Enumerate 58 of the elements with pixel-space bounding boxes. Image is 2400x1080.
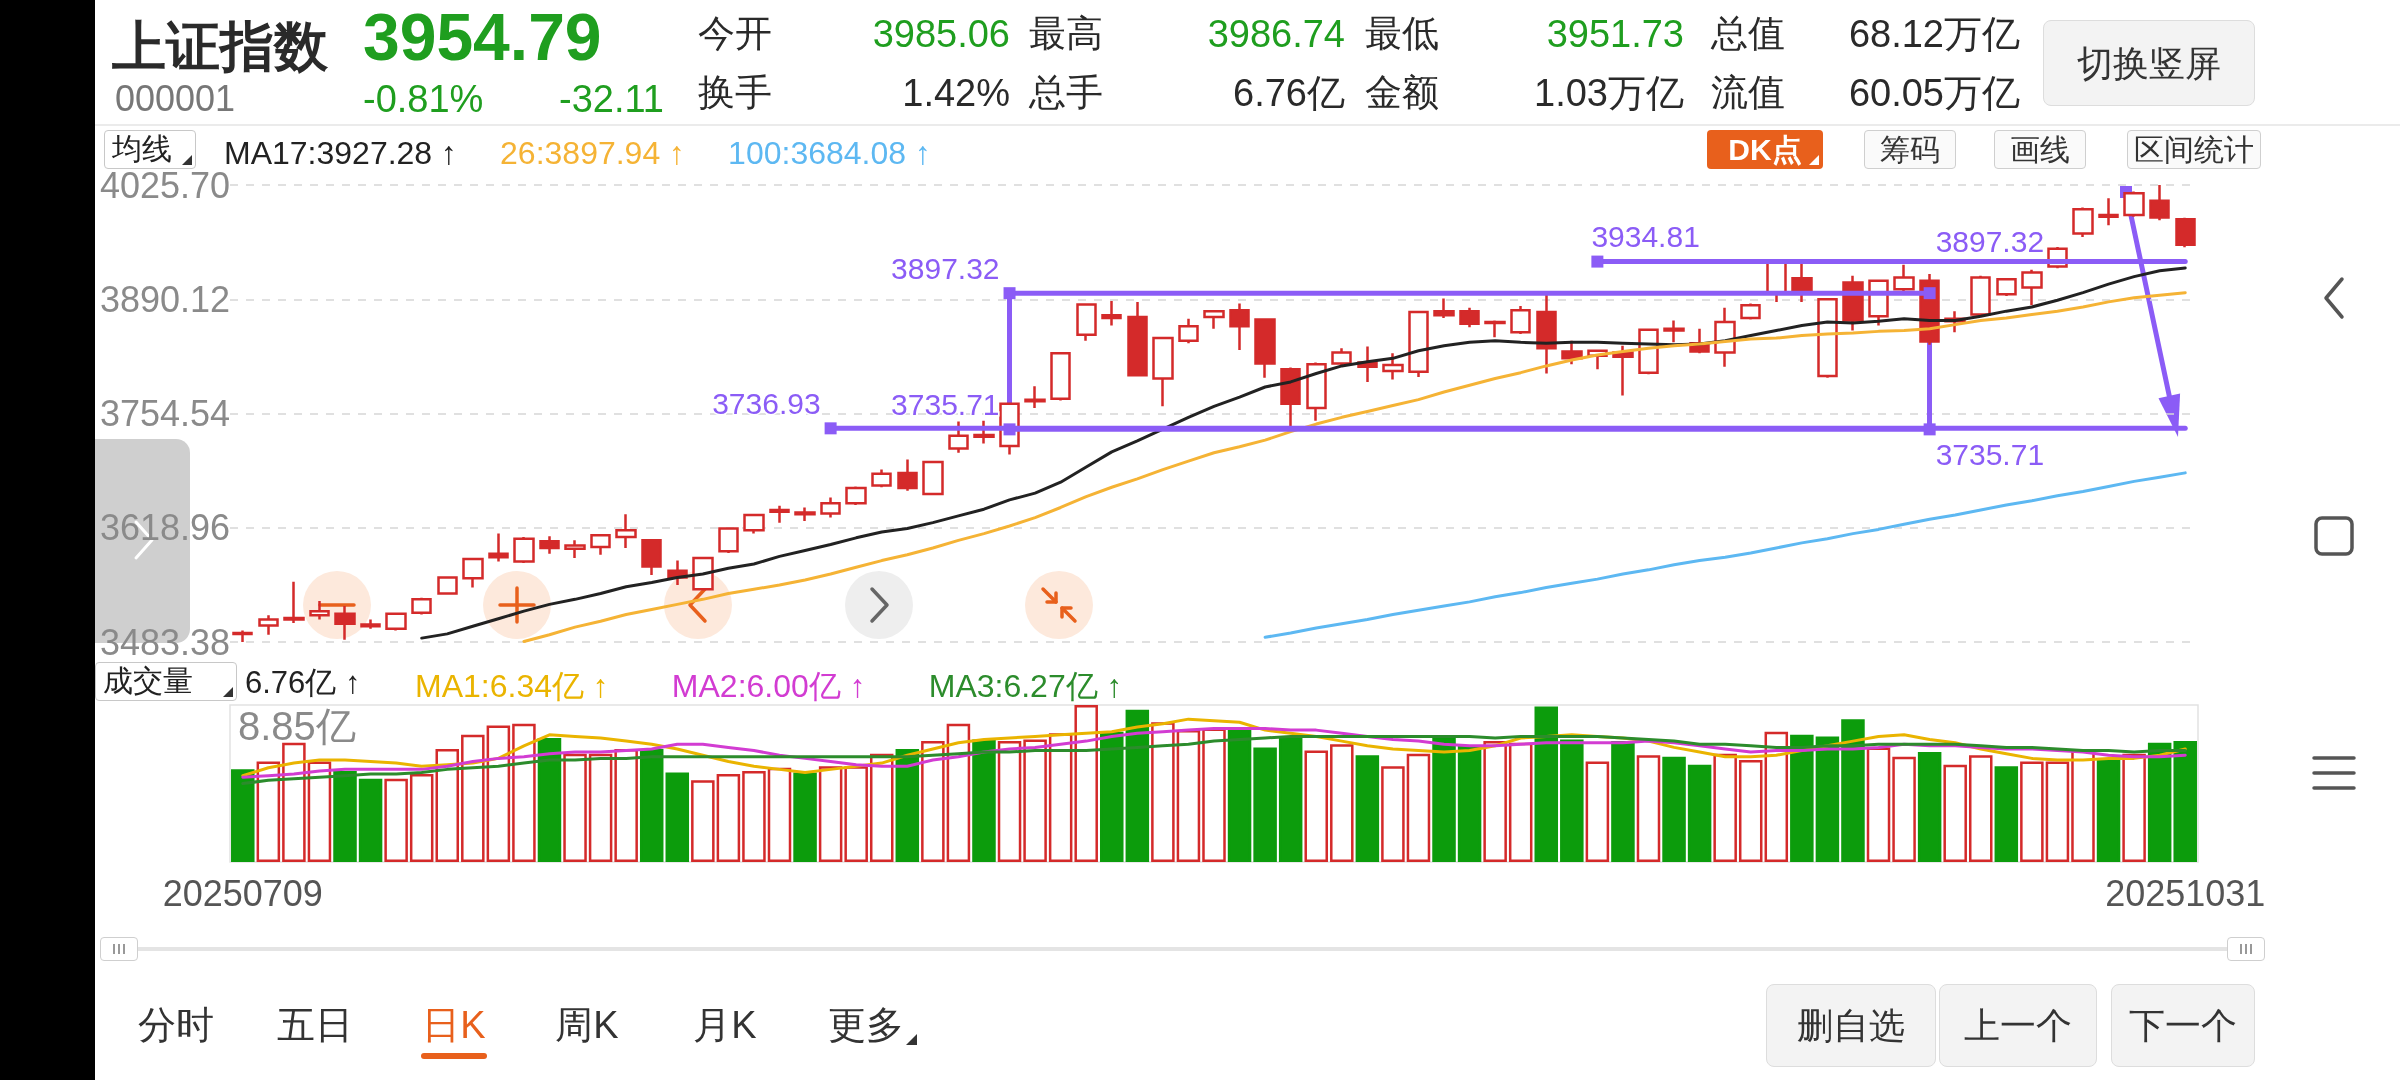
text: 6.76亿 ↑: [245, 664, 361, 700]
text: 分时: [138, 1003, 214, 1049]
text: 100:3684.08 ↑: [728, 135, 931, 171]
text: 000001: [115, 77, 236, 121]
text: 3985.06: [872, 12, 1010, 58]
text: 上证指数: [112, 14, 328, 78]
text: 60.05万亿: [1848, 71, 2020, 117]
text: 1.03万亿: [1534, 71, 1684, 117]
text: 3951.73: [1546, 12, 1684, 58]
data-label: 3934.81: [1591, 220, 1700, 254]
dropdown: 均线: [104, 130, 196, 169]
text: 更多: [828, 1003, 904, 1049]
text: 五日: [277, 1003, 353, 1049]
text: -0.81%: [363, 77, 484, 123]
x-tick-label: 20250709: [162, 872, 323, 914]
y-tick-label: 3754.54: [100, 393, 231, 434]
text: 26:3897.94 ↑: [500, 135, 686, 171]
text: 6.76亿: [1233, 71, 1345, 117]
text: 68.12万亿: [1848, 12, 2020, 58]
dropdown: 成交量: [95, 662, 237, 701]
y-tick-label: 3890.12: [100, 278, 231, 320]
data-label: 3897.32: [1935, 224, 2045, 258]
button: 上一个: [1939, 984, 2097, 1067]
button: 下一个: [2111, 984, 2255, 1067]
button: 筹码: [1864, 130, 1956, 169]
x-tick-label: 20251031: [2105, 872, 2266, 914]
button: 切换竖屏: [2043, 20, 2255, 106]
series-label: MA2:6.00亿 ↑: [671, 668, 866, 704]
text: 日K: [422, 1003, 486, 1049]
text: 周K: [555, 1003, 619, 1049]
button: DK点: [1707, 130, 1823, 169]
button: 区间统计: [2127, 130, 2261, 169]
text: 今开: [698, 11, 772, 56]
data-label: 3897.32: [891, 251, 1000, 285]
text: 月K: [693, 1003, 757, 1049]
button: 画线: [1994, 130, 2086, 169]
text: 总手: [1029, 70, 1103, 115]
annotation: 8.85亿: [238, 704, 356, 748]
data-label: 3736.93: [712, 386, 821, 420]
text: 最高: [1029, 11, 1103, 56]
text: 金额: [1365, 70, 1439, 115]
y-tick-label: 3618.96: [100, 507, 231, 549]
y-tick-label: 3483.38: [100, 621, 231, 663]
text: 3986.74: [1207, 12, 1345, 58]
data-label: 3735.71: [1935, 437, 2045, 471]
legend-title: 均线: [112, 131, 172, 167]
text: 1.42%: [902, 71, 1010, 117]
text: 总值: [1711, 11, 1785, 56]
text: 流值: [1711, 70, 1785, 115]
data-label: 3735.71: [891, 387, 1000, 421]
text: -32.11: [559, 77, 664, 123]
text: 换手: [698, 70, 772, 115]
series-label: MA3:6.27亿 ↑: [928, 668, 1123, 704]
button: 删自选: [1766, 984, 1936, 1067]
text: 3954.79: [363, 0, 602, 77]
series-label: MA1:6.34亿 ↑: [415, 668, 609, 704]
text: 最低: [1365, 11, 1439, 56]
legend-title: 成交量: [103, 663, 193, 699]
